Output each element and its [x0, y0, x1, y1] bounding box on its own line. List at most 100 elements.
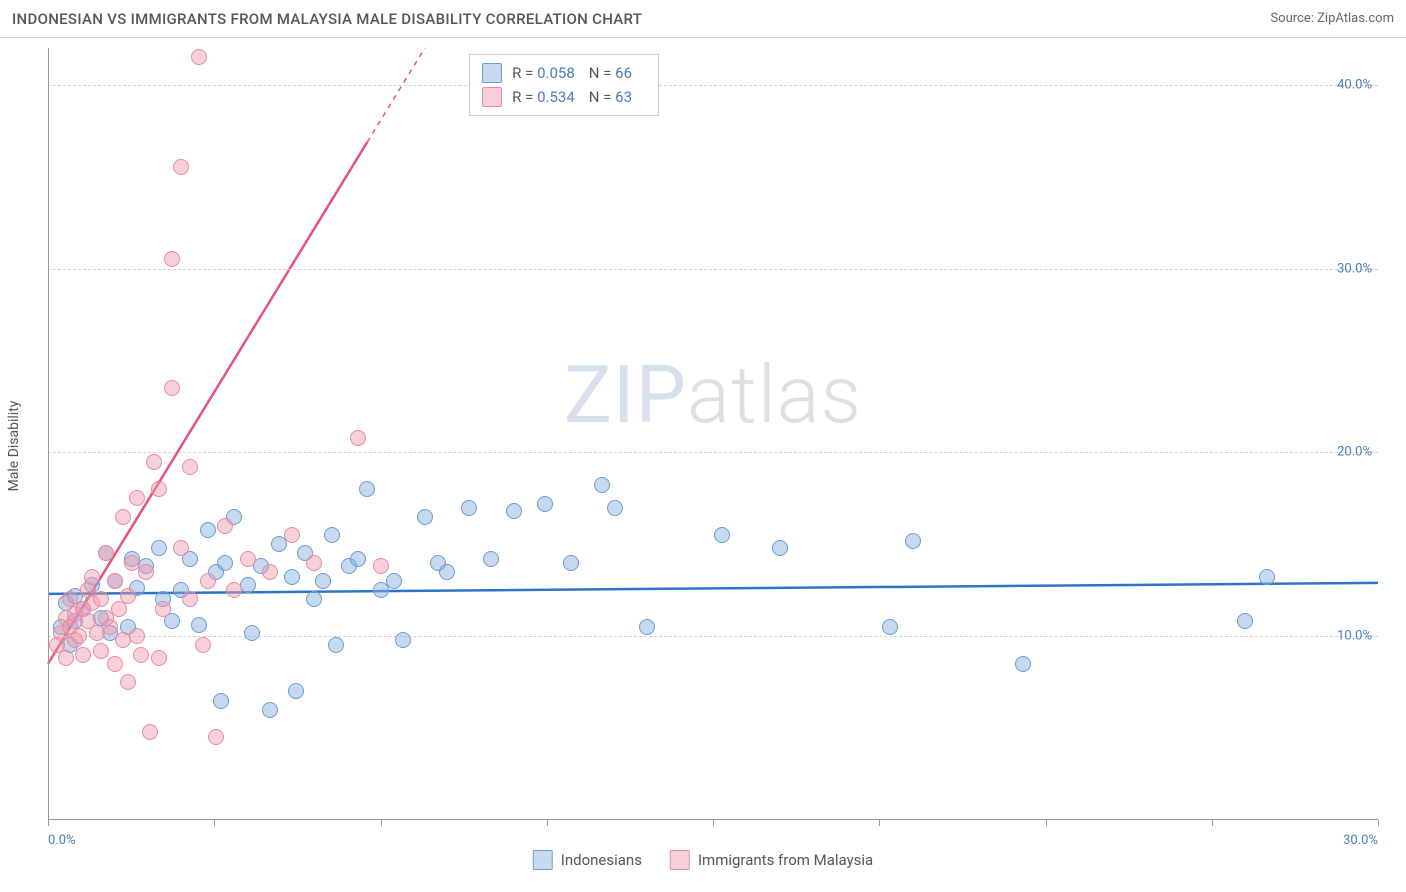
data-point-malaysia: [155, 601, 171, 617]
data-point-malaysia: [120, 674, 136, 690]
data-point-malaysia: [262, 564, 278, 580]
x-tick: [547, 820, 548, 826]
data-point-indonesians: [417, 509, 433, 525]
data-point-malaysia: [146, 454, 162, 470]
y-axis: [48, 48, 49, 822]
chart-header: INDONESIAN VS IMMIGRANTS FROM MALAYSIA M…: [0, 0, 1406, 38]
source-label: Source:: [1270, 11, 1313, 26]
data-point-malaysia: [182, 459, 198, 475]
chart-title: INDONESIAN VS IMMIGRANTS FROM MALAYSIA M…: [12, 10, 642, 28]
legend-swatch: [482, 87, 502, 107]
data-point-malaysia: [191, 49, 207, 65]
data-point-malaysia: [71, 628, 87, 644]
data-point-malaysia: [226, 582, 242, 598]
x-tick-label: 30.0%: [1343, 833, 1378, 848]
data-point-malaysia: [164, 251, 180, 267]
data-point-malaysia: [93, 643, 109, 659]
data-point-malaysia: [173, 159, 189, 175]
data-point-malaysia: [208, 729, 224, 745]
data-point-malaysia: [115, 509, 131, 525]
data-point-malaysia: [350, 430, 366, 446]
legend-label: Immigrants from Malaysia: [698, 851, 873, 869]
data-point-malaysia: [129, 628, 145, 644]
data-point-indonesians: [1237, 613, 1253, 629]
legend-bottom: Indonesians Immigrants from Malaysia: [533, 850, 873, 870]
data-point-indonesians: [191, 617, 207, 633]
data-point-malaysia: [107, 573, 123, 589]
data-point-malaysia: [107, 656, 123, 672]
data-point-indonesians: [284, 569, 300, 585]
data-point-malaysia: [138, 564, 154, 580]
trendline-malaysia-dashed: [367, 48, 425, 142]
data-point-indonesians: [594, 477, 610, 493]
source-name: ZipAtlas.com: [1317, 11, 1394, 26]
data-point-indonesians: [324, 527, 340, 543]
legend-stats: R = 0.058N = 66R = 0.534N = 63: [469, 54, 659, 116]
data-point-malaysia: [164, 380, 180, 396]
x-tick: [713, 820, 714, 826]
data-point-malaysia: [182, 591, 198, 607]
legend-stats-text: R = 0.058N = 66: [512, 61, 646, 85]
data-point-indonesians: [1015, 656, 1031, 672]
x-tick-label: 0.0%: [48, 833, 76, 848]
legend-swatch: [670, 850, 690, 870]
data-point-indonesians: [461, 500, 477, 516]
data-point-indonesians: [262, 702, 278, 718]
data-point-indonesians: [350, 551, 366, 567]
trend-lines-layer: [48, 48, 1378, 820]
data-point-malaysia: [98, 545, 114, 561]
chart-source: Source: ZipAtlas.com: [1270, 11, 1394, 26]
legend-stats-row-malaysia: R = 0.534N = 63: [482, 85, 646, 109]
data-point-malaysia: [75, 647, 91, 663]
data-point-indonesians: [439, 564, 455, 580]
data-point-indonesians: [217, 555, 233, 571]
legend-stats-text: R = 0.534N = 63: [512, 85, 646, 109]
gridline: [48, 452, 1378, 453]
legend-label: Indonesians: [561, 851, 642, 869]
x-tick: [381, 820, 382, 826]
data-point-malaysia: [133, 647, 149, 663]
gridline: [48, 269, 1378, 270]
data-point-malaysia: [173, 540, 189, 556]
data-point-indonesians: [714, 527, 730, 543]
data-point-indonesians: [200, 522, 216, 538]
data-point-malaysia: [102, 619, 118, 635]
data-point-indonesians: [151, 540, 167, 556]
gridline: [48, 85, 1378, 86]
data-point-indonesians: [639, 619, 655, 635]
data-point-malaysia: [129, 490, 145, 506]
data-point-malaysia: [58, 650, 74, 666]
data-point-malaysia: [93, 591, 109, 607]
data-point-malaysia: [217, 518, 233, 534]
legend-stats-row-indonesians: R = 0.058N = 66: [482, 61, 646, 85]
x-tick: [48, 820, 49, 826]
data-point-indonesians: [244, 625, 260, 641]
data-point-indonesians: [288, 683, 304, 699]
data-point-indonesians: [607, 500, 623, 516]
data-point-malaysia: [195, 637, 211, 653]
x-tick: [214, 820, 215, 826]
data-point-indonesians: [328, 637, 344, 653]
data-point-indonesians: [905, 533, 921, 549]
data-point-indonesians: [772, 540, 788, 556]
data-point-malaysia: [200, 573, 216, 589]
data-point-malaysia: [142, 724, 158, 740]
data-point-malaysia: [84, 569, 100, 585]
data-point-indonesians: [306, 591, 322, 607]
data-point-indonesians: [483, 551, 499, 567]
x-tick: [1046, 820, 1047, 826]
legend-swatch: [482, 63, 502, 83]
data-point-malaysia: [151, 650, 167, 666]
legend-swatch: [533, 850, 553, 870]
y-tick-label: 30.0%: [1337, 261, 1372, 276]
data-point-malaysia: [306, 555, 322, 571]
data-point-indonesians: [315, 573, 331, 589]
data-point-malaysia: [284, 527, 300, 543]
y-tick-label: 20.0%: [1337, 445, 1372, 460]
data-point-indonesians: [395, 632, 411, 648]
data-point-indonesians: [563, 555, 579, 571]
x-tick: [1212, 820, 1213, 826]
scatter-plot: ZIPatlas 10.0%20.0%30.0%40.0%0.0%30.0%R …: [48, 48, 1378, 820]
data-point-indonesians: [506, 503, 522, 519]
data-point-malaysia: [373, 558, 389, 574]
